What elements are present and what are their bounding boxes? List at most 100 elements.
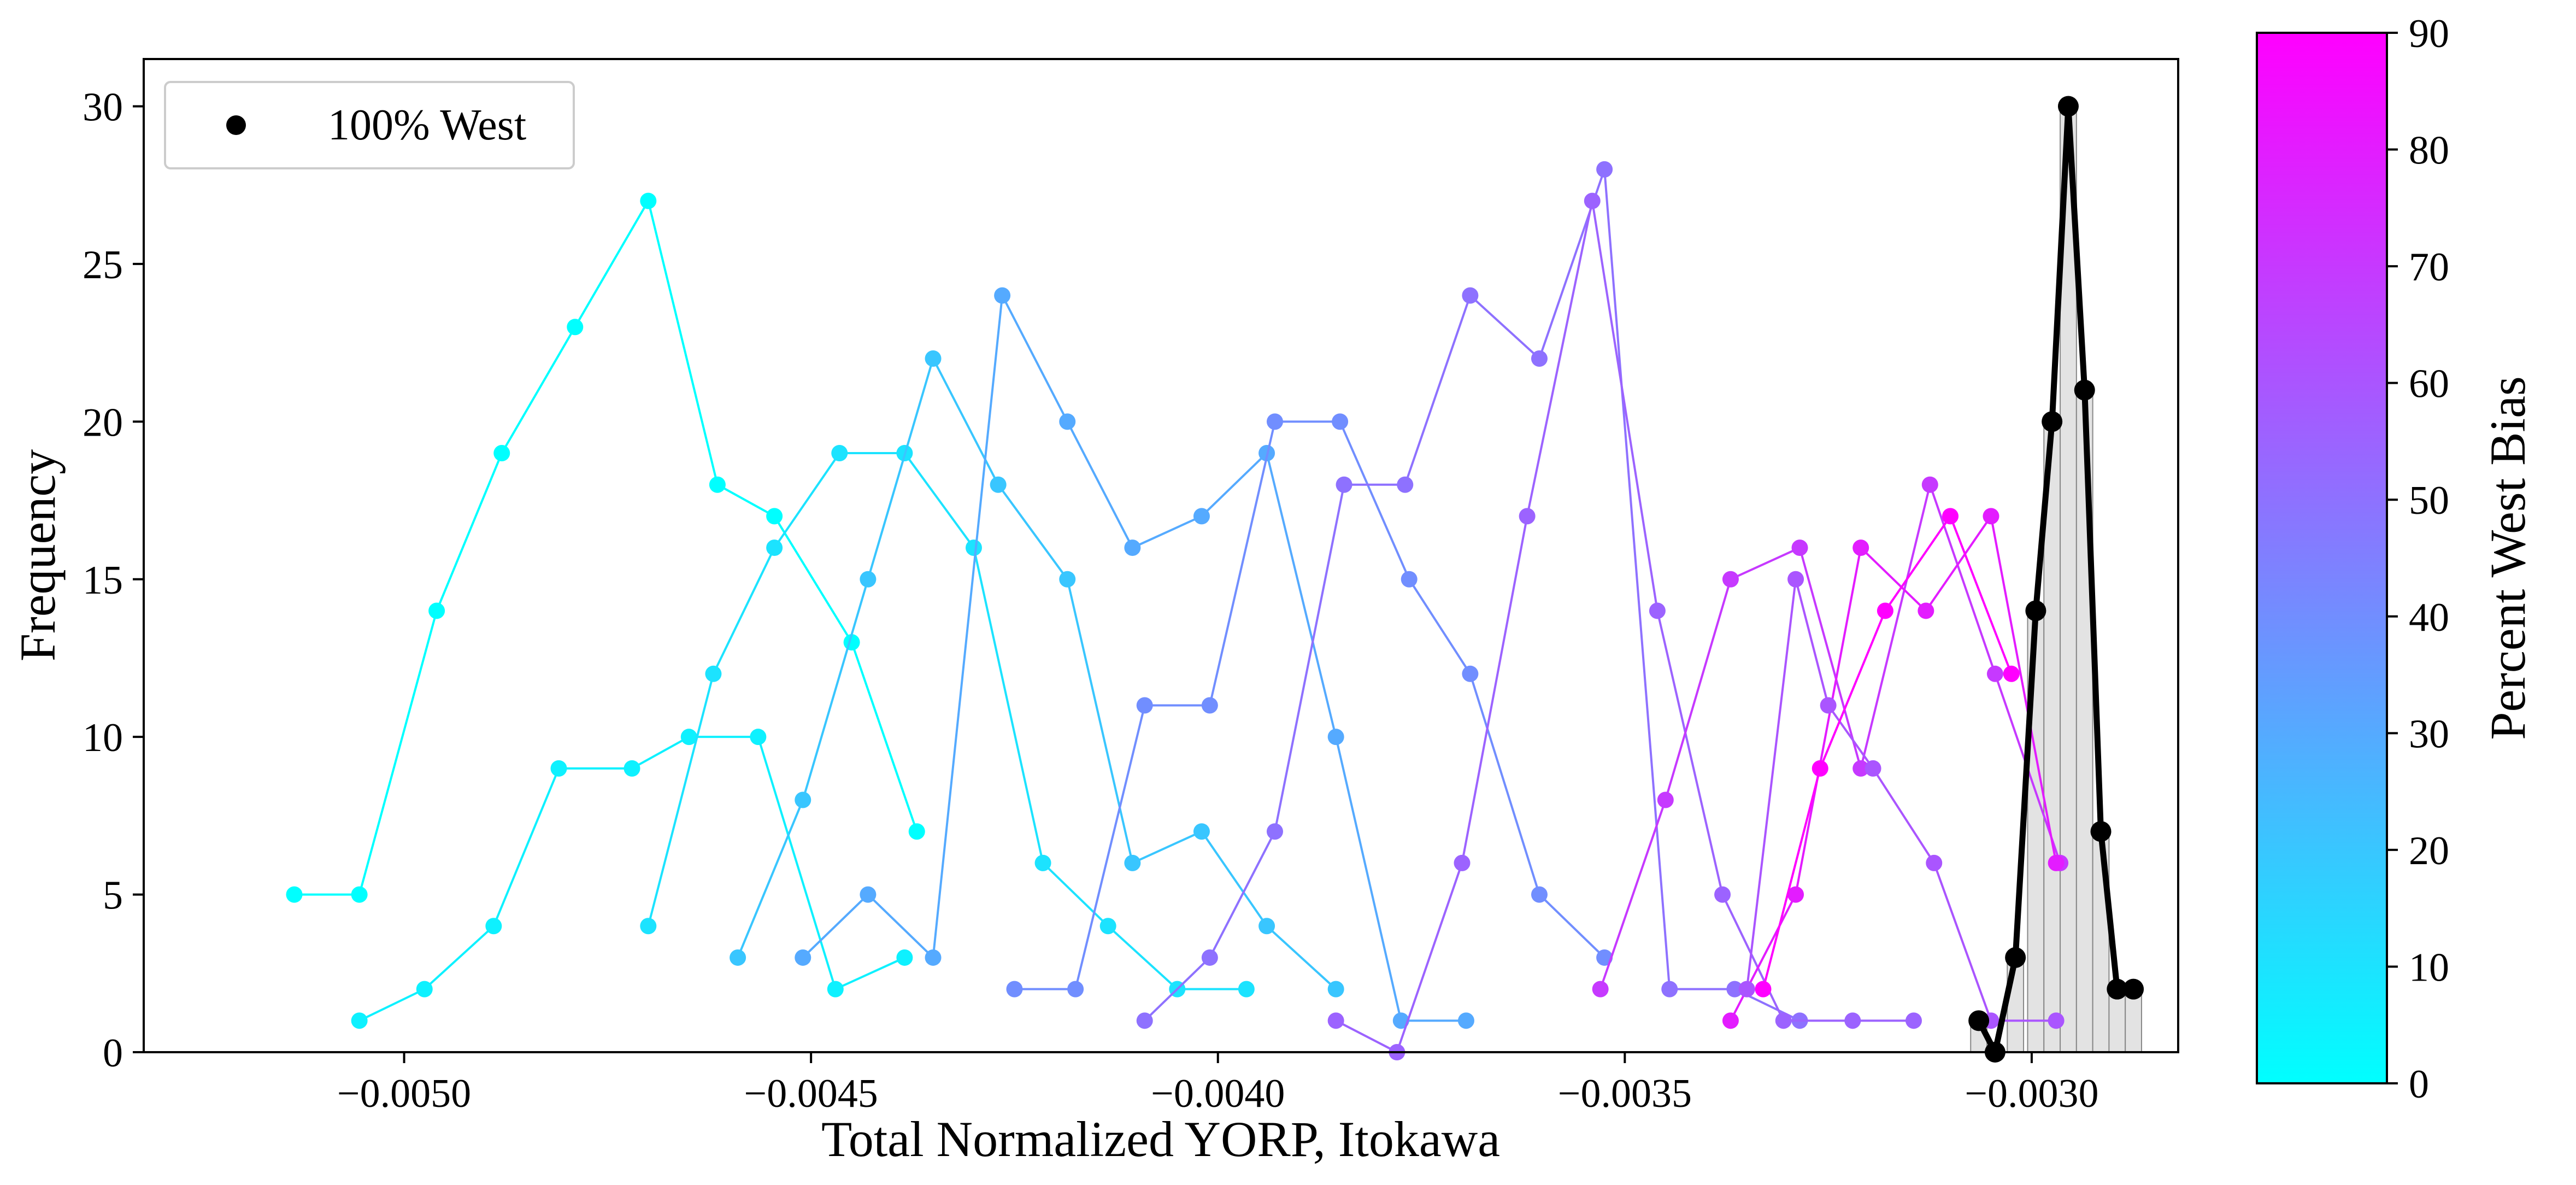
reference-series: [1968, 96, 2144, 1063]
data-point: [680, 729, 697, 746]
data-point: [1877, 602, 1893, 619]
data-point: [705, 665, 722, 682]
reference-point: [2107, 978, 2128, 1000]
data-point: [1918, 602, 1934, 619]
data-point: [1942, 508, 1959, 525]
data-point: [1905, 1012, 1922, 1029]
data-point: [1392, 1012, 1409, 1029]
data-point: [2003, 665, 2020, 682]
data-point: [1059, 413, 1076, 430]
data-point: [1926, 854, 1943, 871]
reference-point: [2005, 947, 2026, 968]
data-point: [1592, 981, 1609, 998]
data-point: [1201, 949, 1218, 966]
data-point: [1136, 1012, 1153, 1029]
data-point: [1738, 981, 1755, 998]
data-point: [1332, 413, 1349, 430]
data-point: [351, 886, 368, 903]
data-point: [994, 287, 1011, 304]
series-line: [802, 291, 1466, 1022]
histogram-bar: [2108, 988, 2126, 1053]
series-line: [1335, 201, 1914, 1054]
colorbar-gradient: [2256, 32, 2388, 1084]
data-point: [827, 981, 844, 998]
y-axis-label: Frequency: [10, 449, 66, 661]
data-point: [1820, 697, 1837, 714]
y-tick-label: 30: [83, 85, 123, 130]
data-point: [730, 949, 746, 966]
data-point: [1266, 413, 1283, 430]
reference-point: [1968, 1010, 1990, 1031]
series: [730, 350, 1344, 998]
series: [1738, 571, 2065, 1029]
histogram-bars: [1970, 105, 2142, 1053]
data-point: [750, 729, 767, 746]
data-point: [1755, 981, 1772, 998]
data-point: [709, 476, 726, 493]
data-point: [2048, 1012, 2065, 1029]
x-tick-label: −0.0030: [1965, 1071, 2098, 1116]
colorbar-tick-label: 60: [2409, 362, 2449, 407]
legend-label: 100% West: [328, 101, 526, 149]
data-point: [1519, 508, 1536, 525]
series-line: [737, 355, 1337, 990]
data-point: [1921, 476, 1938, 493]
data-point: [1193, 508, 1210, 525]
x-tick-label: −0.0035: [1558, 1071, 1692, 1116]
data-point: [831, 445, 848, 462]
data-point: [1336, 476, 1352, 493]
data-point: [1327, 981, 1344, 998]
data-point: [1067, 981, 1084, 998]
series-line: [294, 198, 918, 896]
data-point: [1657, 791, 1674, 808]
data-point: [428, 602, 445, 619]
reference-line: [1976, 103, 2134, 1055]
colorbar-tick-label: 10: [2409, 945, 2449, 990]
data-point: [860, 886, 877, 903]
series: [1327, 192, 1922, 1060]
data-point: [1596, 161, 1613, 178]
colorbar-tick-label: 90: [2409, 11, 2449, 56]
data-point: [1722, 571, 1739, 588]
data-point: [1649, 602, 1666, 619]
data-point: [1596, 949, 1613, 966]
x-axis-label: Total Normalized YORP, Itokawa: [821, 1111, 1500, 1167]
data-point: [1397, 476, 1414, 493]
x-axis-ticks: −0.0050 −0.0045 −0.0040 −0.0035 −0.0030: [337, 1052, 2099, 1116]
data-point: [1059, 571, 1076, 588]
series-line: [1014, 420, 1605, 990]
data-point: [965, 539, 982, 556]
data-point: [1258, 918, 1275, 935]
y-tick-label: 20: [83, 400, 123, 445]
data-point: [1099, 918, 1116, 935]
series-layer: [286, 161, 2069, 1060]
x-tick-label: −0.0050: [337, 1071, 471, 1116]
data-point: [2048, 854, 2065, 871]
colorbar-tick-label: 80: [2409, 128, 2449, 173]
data-point: [286, 886, 303, 903]
series: [1136, 161, 1808, 1029]
reference-point: [2057, 96, 2079, 117]
colorbar: 0 10 20 30 40 50 60 70 80 90 Percent West Bias: [2256, 11, 2536, 1107]
colorbar-label: Percent West Bias: [2480, 376, 2536, 740]
data-point: [1865, 760, 1881, 777]
series-line: [647, 452, 1246, 990]
data-point: [550, 760, 567, 777]
y-tick-label: 10: [83, 715, 123, 760]
data-point: [1201, 697, 1218, 714]
data-point: [1124, 854, 1141, 871]
colorbar-tick-label: 70: [2409, 245, 2449, 290]
data-point: [1775, 1012, 1792, 1029]
data-point: [1457, 1012, 1474, 1029]
series: [795, 287, 1474, 1029]
data-point: [925, 350, 942, 367]
y-tick-label: 25: [83, 243, 123, 288]
series: [640, 445, 1255, 998]
data-point: [1983, 508, 1999, 525]
series-line: [358, 736, 905, 1022]
data-point: [485, 918, 502, 935]
data-point: [925, 949, 942, 966]
data-point: [1238, 981, 1255, 998]
colorbar-tick-label: 20: [2409, 829, 2449, 873]
data-point: [1327, 729, 1344, 746]
